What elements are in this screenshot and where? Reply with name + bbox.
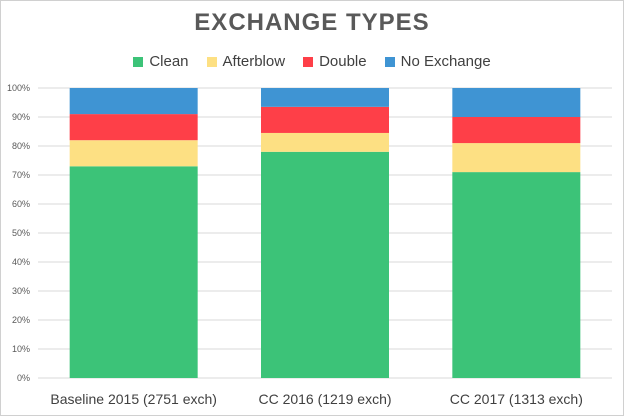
bar-segment-afterblow bbox=[452, 143, 581, 173]
legend-item-clean: Clean bbox=[133, 53, 189, 70]
bar-segment-no-exchange bbox=[452, 88, 581, 117]
x-category-label: CC 2017 (1313 exch) bbox=[450, 391, 583, 407]
legend-swatch bbox=[206, 56, 217, 67]
legend-item-afterblow: Afterblow bbox=[206, 53, 286, 70]
legend-swatch bbox=[303, 56, 314, 67]
bar-segment-clean bbox=[69, 166, 198, 378]
y-tick-label: 0% bbox=[17, 373, 30, 383]
legend-label: Double bbox=[319, 53, 367, 70]
chart-title: EXCHANGE TYPES bbox=[194, 9, 430, 36]
chart-legend: Clean Afterblow Double No Exchange bbox=[0, 53, 624, 70]
x-category-label: CC 2016 (1219 exch) bbox=[258, 391, 391, 407]
y-tick-label: 90% bbox=[12, 112, 30, 122]
x-category-label: Baseline 2015 (2751 exch) bbox=[50, 391, 217, 407]
y-tick-label: 20% bbox=[12, 315, 30, 325]
bar-segment-clean bbox=[452, 172, 581, 378]
bar-segment-double bbox=[452, 117, 581, 144]
legend-label: Afterblow bbox=[222, 53, 286, 70]
legend-label: No Exchange bbox=[400, 53, 491, 70]
y-tick-label: 60% bbox=[12, 199, 30, 209]
bar-segment-no-exchange bbox=[261, 88, 389, 107]
y-tick-label: 50% bbox=[12, 228, 30, 238]
y-tick-label: 30% bbox=[12, 286, 30, 296]
bar-segment-afterblow bbox=[261, 132, 389, 152]
bar-segment-clean bbox=[261, 151, 389, 378]
legend-label: Clean bbox=[149, 53, 189, 70]
y-tick-label: 70% bbox=[12, 170, 30, 180]
bar-segment-double bbox=[69, 114, 198, 141]
y-tick-label: 10% bbox=[12, 344, 30, 354]
legend-swatch bbox=[133, 56, 144, 67]
legend-item-no-exchange: No Exchange bbox=[384, 53, 491, 70]
y-tick-label: 100% bbox=[7, 83, 30, 93]
legend-item-double: Double bbox=[303, 53, 367, 70]
legend-swatch bbox=[384, 56, 395, 67]
bar-segment-afterblow bbox=[69, 140, 198, 167]
bar-segment-double bbox=[261, 106, 389, 133]
y-tick-label: 80% bbox=[12, 141, 30, 151]
y-tick-label: 40% bbox=[12, 257, 30, 267]
bar-segment-no-exchange bbox=[69, 88, 198, 115]
